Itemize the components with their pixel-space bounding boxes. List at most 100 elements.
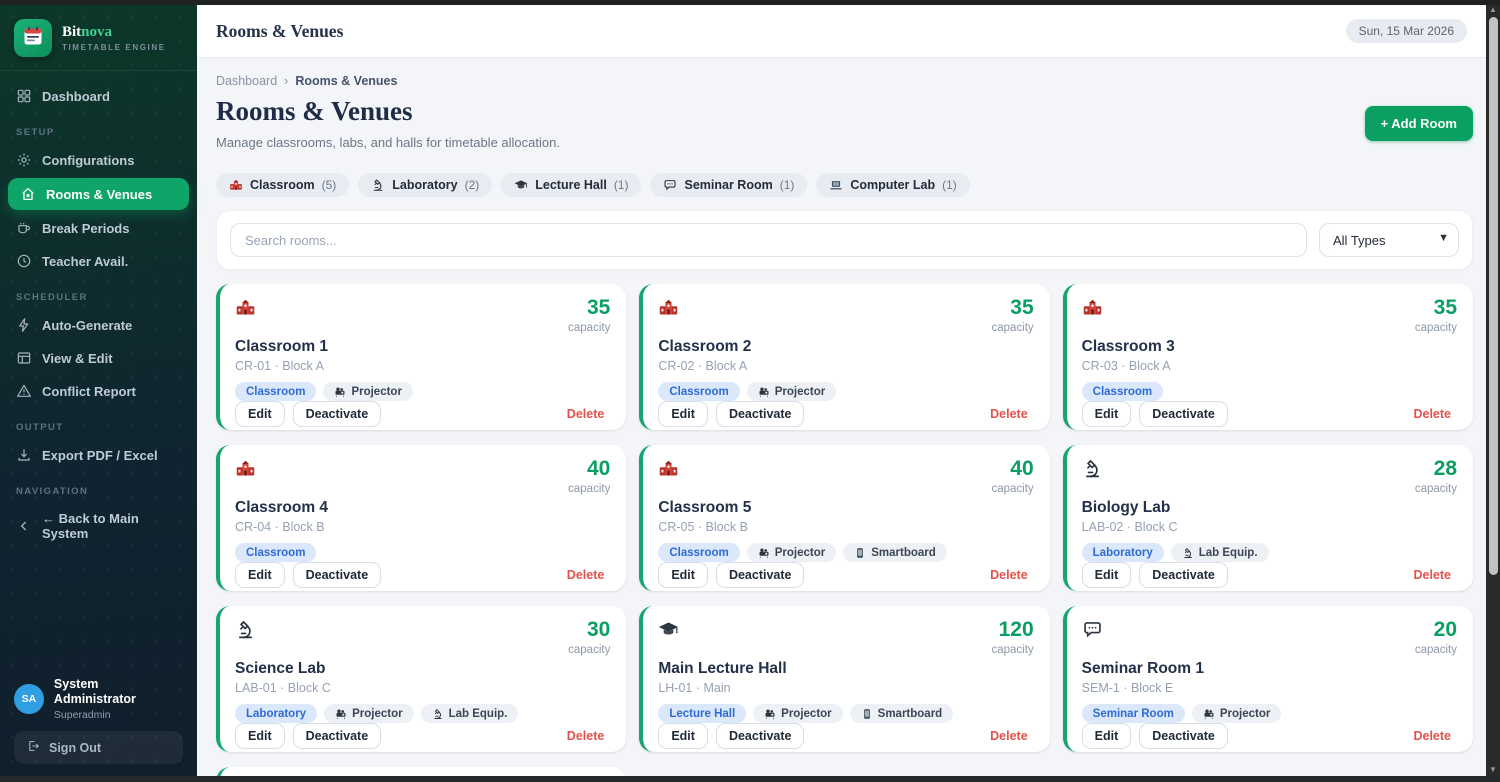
content: Dashboard › Rooms & Venues Rooms & Venue… bbox=[197, 58, 1500, 776]
sidebar-item-back-to-main-system[interactable]: ← Back to Main System bbox=[0, 503, 197, 549]
topbar-title: Rooms & Venues bbox=[216, 20, 344, 41]
sidebar-item-conflict-report[interactable]: Conflict Report bbox=[0, 375, 197, 407]
smartboard-icon bbox=[854, 547, 866, 559]
type-filter-select[interactable]: All Types bbox=[1319, 223, 1459, 257]
deactivate-button[interactable]: Deactivate bbox=[1139, 562, 1228, 589]
coffee-cup-icon bbox=[16, 220, 32, 236]
filter-chip-laboratory[interactable]: Laboratory (2) bbox=[358, 173, 493, 197]
capacity-label: capacity bbox=[1414, 483, 1457, 496]
projector-icon bbox=[335, 708, 347, 720]
sidebar-item-rooms-venues[interactable]: Rooms & Venues bbox=[8, 178, 189, 210]
sidebar-item-label: Export PDF / Excel bbox=[42, 447, 158, 463]
deactivate-button[interactable]: Deactivate bbox=[292, 401, 382, 428]
calendar-logo-icon bbox=[21, 24, 45, 53]
clock-icon bbox=[16, 253, 32, 269]
filter-chip-lecture-hall[interactable]: Lecture Hall (1) bbox=[501, 173, 642, 197]
delete-button[interactable]: Delete bbox=[984, 567, 1034, 583]
sidebar-item-teacher-avail[interactable]: Teacher Avail. bbox=[0, 245, 197, 277]
delete-button[interactable]: Delete bbox=[561, 728, 611, 744]
filter-chip-seminar-room[interactable]: Seminar Room (1) bbox=[650, 173, 808, 197]
warning-triangle-icon bbox=[16, 383, 32, 399]
delete-button[interactable]: Delete bbox=[561, 567, 611, 583]
edit-button[interactable]: Edit bbox=[1081, 401, 1132, 428]
feature-tag-label: Projector bbox=[351, 385, 402, 398]
deactivate-button[interactable]: Deactivate bbox=[1139, 401, 1228, 428]
capacity-value: 35 bbox=[586, 296, 611, 319]
sidebar-item-dashboard[interactable]: Dashboard bbox=[0, 80, 197, 112]
edit-button[interactable]: Edit bbox=[658, 401, 708, 428]
sidebar-item-view-edit[interactable]: View & Edit bbox=[0, 342, 197, 374]
sidebar-item-auto-generate[interactable]: Auto-Generate bbox=[0, 309, 197, 341]
capacity-label: capacity bbox=[991, 644, 1034, 657]
deactivate-button[interactable]: Deactivate bbox=[292, 562, 382, 589]
room-name: Classroom 4 bbox=[235, 499, 329, 517]
capacity-value: 120 bbox=[998, 618, 1034, 641]
filter-chip-computer-lab[interactable]: Computer Lab (1) bbox=[816, 173, 970, 197]
search-input[interactable] bbox=[230, 223, 1307, 257]
add-room-button[interactable]: + Add Room bbox=[1364, 105, 1473, 141]
room-card-classroom-3: 35 capacity Classroom 3 CR-03 · Block A Clas… bbox=[1062, 284, 1473, 430]
window-bottom-strip bbox=[0, 776, 1500, 782]
dashboard-grid-icon bbox=[16, 88, 32, 104]
room-name: Classroom 2 bbox=[658, 338, 752, 356]
scroll-down-arrow-icon[interactable]: ▼ bbox=[1489, 765, 1497, 774]
deactivate-button[interactable]: Deactivate bbox=[1139, 723, 1228, 750]
scrollbar-thumb[interactable] bbox=[1488, 17, 1498, 575]
deactivate-button[interactable]: Deactivate bbox=[715, 562, 805, 589]
sidebar-item-configurations[interactable]: Configurations bbox=[0, 144, 197, 176]
delete-button[interactable]: Delete bbox=[1407, 406, 1457, 422]
sidebar-item-export-pdf-excel[interactable]: Export PDF / Excel bbox=[0, 439, 197, 471]
capacity-value: 20 bbox=[1433, 618, 1457, 641]
delete-button[interactable]: Delete bbox=[984, 406, 1034, 422]
sidebar-item-label: Auto-Generate bbox=[42, 317, 133, 333]
delete-button[interactable]: Delete bbox=[984, 728, 1034, 744]
school-icon bbox=[1082, 297, 1103, 318]
school-icon bbox=[229, 178, 243, 192]
edit-button[interactable]: Edit bbox=[235, 562, 285, 589]
deactivate-button[interactable]: Deactivate bbox=[715, 401, 805, 428]
room-type-tag: Lecture Hall bbox=[658, 704, 747, 724]
avatar: SA bbox=[14, 683, 44, 714]
chip-label: Computer Lab bbox=[850, 178, 936, 192]
sidebar-item-label: Break Periods bbox=[42, 220, 130, 236]
chip-label: Lecture Hall bbox=[535, 178, 607, 192]
room-cards-grid: 35 capacity Classroom 1 CR-01 · Block A Clas… bbox=[216, 284, 1473, 776]
room-name: Main Lecture Hall bbox=[658, 660, 787, 678]
brand-logo bbox=[14, 19, 52, 57]
breadcrumb-dashboard[interactable]: Dashboard bbox=[216, 74, 278, 88]
capacity-label: capacity bbox=[1414, 644, 1457, 657]
page-subtitle: Manage classrooms, labs, and halls for t… bbox=[216, 135, 560, 150]
date-badge: Sun, 15 Mar 2026 bbox=[1345, 19, 1467, 43]
sign-out-button[interactable]: Sign Out bbox=[14, 731, 183, 764]
chip-label: Classroom bbox=[250, 178, 315, 192]
deactivate-button[interactable]: Deactivate bbox=[715, 723, 805, 750]
room-type-tag: Classroom bbox=[658, 382, 740, 402]
room-code: LAB-01 · Block C bbox=[235, 681, 331, 696]
edit-button[interactable]: Edit bbox=[235, 401, 285, 428]
edit-button[interactable]: Edit bbox=[1081, 562, 1132, 589]
edit-button[interactable]: Edit bbox=[658, 562, 708, 589]
delete-button[interactable]: Delete bbox=[1407, 728, 1457, 744]
scroll-up-arrow-icon[interactable]: ▲ bbox=[1489, 5, 1497, 14]
room-code: LH-01 · Main bbox=[658, 681, 731, 696]
sidebar-item-label: Configurations bbox=[42, 152, 135, 168]
room-code: CR-05 · Block B bbox=[658, 520, 748, 535]
microscope-icon bbox=[1082, 458, 1103, 479]
edit-button[interactable]: Edit bbox=[1081, 723, 1132, 750]
capacity-value: 35 bbox=[1010, 296, 1034, 319]
feature-tag-label: Projector bbox=[774, 385, 826, 398]
room-card-biology-lab: 28 capacity Biology Lab LAB-02 · Block C Lab… bbox=[1062, 445, 1473, 591]
capacity-value: 28 bbox=[1433, 457, 1457, 480]
room-type-tag: Classroom bbox=[235, 382, 317, 402]
edit-button[interactable]: Edit bbox=[658, 723, 708, 750]
delete-button[interactable]: Delete bbox=[561, 406, 611, 422]
filter-chip-classroom[interactable]: Classroom (5) bbox=[216, 173, 350, 197]
brand: Bitnova TIMETABLE ENGINE bbox=[0, 5, 197, 71]
sidebar-item-break-periods[interactable]: Break Periods bbox=[0, 212, 197, 244]
edit-button[interactable]: Edit bbox=[235, 723, 285, 750]
projector-icon bbox=[764, 708, 776, 720]
room-code: CR-02 · Block A bbox=[658, 359, 748, 374]
projector-icon bbox=[758, 386, 770, 398]
delete-button[interactable]: Delete bbox=[1407, 567, 1457, 583]
deactivate-button[interactable]: Deactivate bbox=[292, 723, 382, 750]
